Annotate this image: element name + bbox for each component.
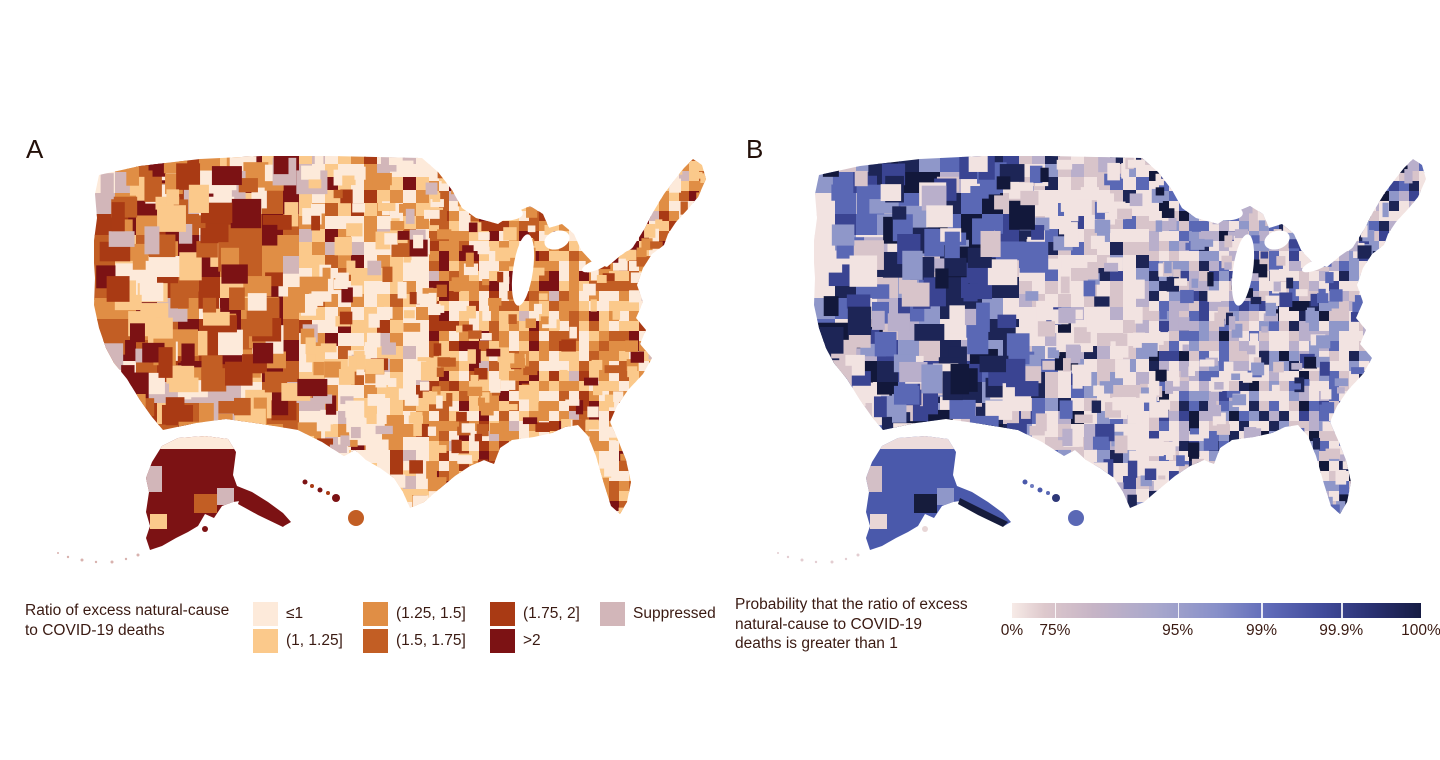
legend-probability-title-line3: deaths is greater than 1: [735, 635, 898, 652]
legend-ratio-title: Ratio of excess natural-cause to COVID-1…: [25, 601, 255, 640]
legend-swatch-5: [490, 629, 515, 653]
panel-a-label: A: [26, 134, 44, 164]
legend-swatch-0: [253, 602, 278, 626]
colorbar-tickmark-2: [1177, 603, 1180, 618]
colorbar-tickmark-3: [1261, 603, 1263, 618]
colorbar-ticklabel-1: 75%: [1039, 622, 1071, 639]
colorbar-ticklabel-4: 99.9%: [1319, 622, 1364, 639]
legend-ratio-title-line2: to COVID-19 deaths: [25, 621, 165, 639]
colorbar-ticklabel-0: 0%: [1000, 622, 1024, 639]
legend-swatch-6: [600, 602, 625, 626]
panel-a: A Ratio of excess natural-cause to COVID…: [25, 134, 716, 653]
probability-colorbar: [1012, 603, 1421, 618]
legend-label-4: (1.75, 2]: [523, 605, 580, 622]
colorbar-ticklabel-5: 100%: [1401, 622, 1440, 639]
panel-b-label: B: [746, 134, 764, 164]
colorbar-tickmark-4: [1341, 603, 1343, 618]
legend-probability-title-line1: Probability that the ratio of excess: [735, 596, 968, 613]
legend-label-6: Suppressed: [633, 605, 716, 622]
legend-label-3: (1.5, 1.75]: [396, 632, 466, 649]
map-usa-ratio: [57, 156, 706, 564]
legend-ratio-title-line1: Ratio of excess natural-cause: [25, 602, 230, 619]
colorbar-ticklabel-2: 95%: [1162, 622, 1194, 639]
legend-label-2: (1.25, 1.5]: [396, 605, 466, 622]
legend-swatch-4: [490, 602, 515, 626]
legend-swatch-1: [253, 629, 278, 653]
legend-swatch-3: [363, 629, 388, 653]
colorbar-ticklabel-3: 99%: [1245, 622, 1277, 639]
legend-probability-title-line2: natural-cause to COVID-19: [735, 615, 922, 633]
legend-probability-title: Probability that the ratio of excess nat…: [735, 595, 975, 654]
legend-label-0: ≤1: [286, 605, 304, 622]
legend-label-1: (1, 1.25]: [286, 632, 343, 649]
panel-b: B Probability that the ratio of excess n…: [720, 0, 1440, 760]
map-usa-probability: [777, 156, 1426, 564]
legend-label-5: >2: [523, 632, 541, 649]
legend-swatch-2: [363, 602, 388, 626]
colorbar-tickmark-1: [1054, 603, 1057, 618]
